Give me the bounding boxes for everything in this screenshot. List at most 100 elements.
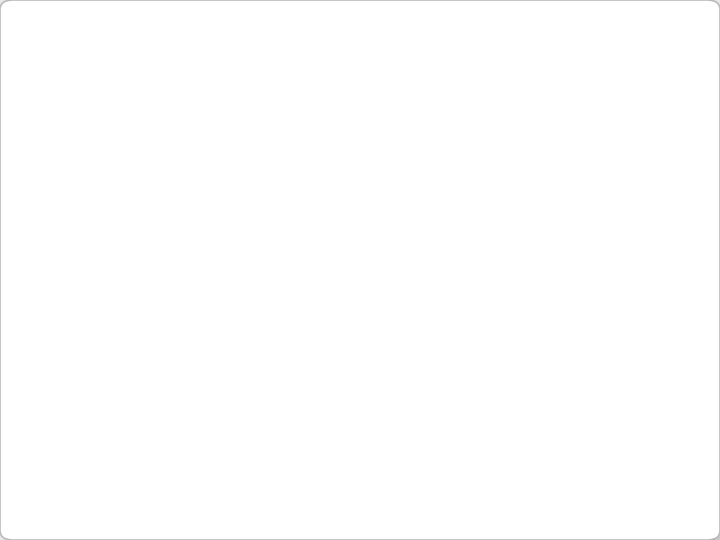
Text: Fe: Fe (429, 390, 440, 399)
Text: Ac: Ac (343, 532, 354, 540)
Text: O: O (653, 311, 660, 320)
Bar (557, 478, 585, 517)
Text: Sb: Sb (623, 429, 634, 438)
Text: Na: Na (235, 350, 247, 360)
Text: Sr: Sr (264, 429, 274, 438)
Text: Y: Y (293, 429, 299, 438)
Bar (588, 296, 615, 335)
Text: Pr: Pr (399, 493, 409, 502)
Bar (588, 454, 615, 493)
Text: Rn: Rn (706, 469, 718, 478)
Text: Rb: Rb (235, 429, 246, 438)
Bar (559, 335, 588, 375)
Bar (446, 478, 474, 517)
Text: Cd: Cd (540, 429, 552, 438)
Text: Kr: Kr (707, 390, 717, 399)
Text: Ba: Ba (263, 469, 274, 478)
Text: positively: positively (199, 188, 299, 208)
Bar (696, 478, 720, 517)
Text: Md: Md (675, 532, 688, 540)
Bar (559, 375, 588, 414)
Text: Ir: Ir (459, 469, 466, 478)
Bar (501, 517, 528, 540)
Bar (612, 517, 640, 540)
Bar (559, 454, 588, 493)
Text: He: He (706, 272, 718, 281)
Bar (255, 335, 282, 375)
Text: electrons: electrons (61, 276, 158, 296)
Text: Al: Al (569, 350, 577, 360)
Text: Mo: Mo (372, 429, 386, 438)
Text: a certain number of: a certain number of (336, 238, 549, 258)
Text: Xe: Xe (706, 429, 718, 438)
Bar (698, 454, 720, 493)
Bar (338, 375, 365, 414)
Text: Tc: Tc (402, 429, 412, 438)
Bar (420, 375, 449, 414)
Bar (670, 375, 698, 414)
Text: Po: Po (651, 469, 662, 478)
Bar (531, 414, 559, 454)
Text: Pd: Pd (485, 429, 496, 438)
Bar (390, 517, 418, 540)
Bar (446, 517, 474, 540)
Bar (643, 375, 670, 414)
Text: Os: Os (429, 469, 441, 478)
Bar (504, 375, 531, 414)
Bar (615, 414, 643, 454)
Text: Sm: Sm (480, 493, 495, 502)
Text: Es: Es (621, 532, 631, 540)
Text: Ti: Ti (320, 390, 328, 399)
Text: Li: Li (237, 311, 245, 320)
Text: Cs: Cs (235, 469, 246, 478)
Text: valence: valence (549, 276, 630, 296)
Bar (667, 517, 696, 540)
Text: B: B (570, 311, 577, 320)
Bar (255, 296, 282, 335)
Bar (363, 478, 390, 517)
Bar (643, 454, 670, 493)
Text: As: As (624, 390, 634, 399)
Text: Bi: Bi (624, 469, 633, 478)
Text: Tm: Tm (675, 493, 688, 502)
Text: electrons: electrons (61, 315, 158, 335)
Text: Cu: Cu (512, 390, 523, 399)
Bar (338, 414, 365, 454)
Bar (588, 375, 615, 414)
Bar (335, 517, 363, 540)
Bar (698, 335, 720, 375)
Text: Br: Br (679, 390, 689, 399)
Text: Bk: Bk (564, 532, 576, 540)
Text: and become: and become (61, 188, 197, 208)
Bar (528, 478, 557, 517)
Text: Fm: Fm (647, 532, 660, 540)
Text: Sc: Sc (291, 390, 302, 399)
Text: depending on their number of: depending on their number of (174, 276, 500, 296)
Text: depending on their number of: depending on their number of (61, 150, 381, 170)
Bar (255, 375, 282, 414)
Text: Be: Be (263, 311, 274, 320)
Text: Pu: Pu (482, 532, 493, 540)
Bar (557, 517, 585, 540)
Text: Au: Au (512, 469, 524, 478)
Bar (363, 517, 390, 540)
Bar (504, 414, 531, 454)
Text: Eu: Eu (510, 493, 521, 502)
Text: Cf: Cf (593, 532, 603, 540)
Bar (612, 478, 640, 517)
Text: Rh: Rh (456, 429, 468, 438)
Bar (640, 517, 667, 540)
Bar (640, 478, 667, 517)
Bar (227, 493, 255, 532)
Bar (698, 256, 720, 296)
Bar (227, 454, 255, 493)
Text: gain: gain (287, 238, 331, 258)
Text: Dy: Dy (593, 493, 604, 502)
Text: Ag: Ag (512, 429, 524, 438)
Text: No: No (703, 532, 715, 540)
Bar (531, 454, 559, 493)
Text: Zr: Zr (319, 429, 329, 438)
Bar (227, 296, 255, 335)
Bar (477, 454, 504, 493)
Text: Ta: Ta (346, 469, 356, 478)
